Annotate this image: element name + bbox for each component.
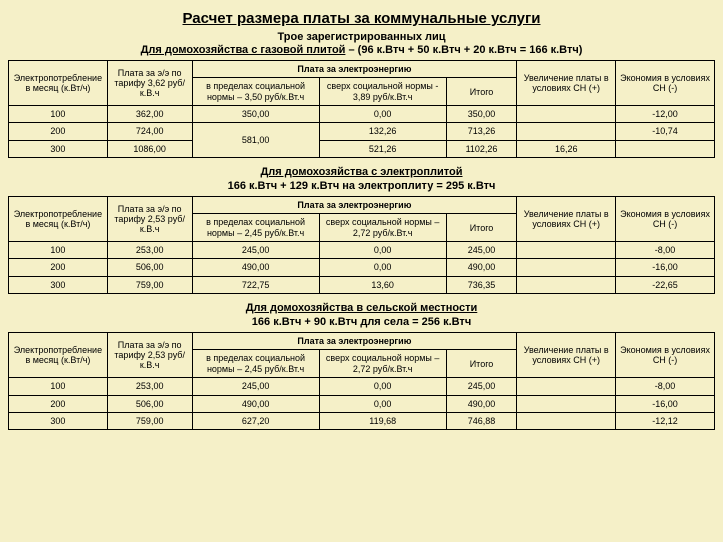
- hdr-tariff: Плата за э/э по тарифу 3,62 руб/к.В.ч: [107, 61, 192, 106]
- hdr-consumption: Электропотребление в месяц (к.Вт/ч): [9, 197, 108, 242]
- page-title: Расчет размера платы за коммунальные усл…: [8, 10, 715, 27]
- hdr-payment: Плата за электроэнергию: [192, 61, 517, 78]
- table-electric: Электропотребление в месяц (к.Вт/ч) Плат…: [8, 196, 715, 294]
- hdr-total: Итого: [446, 214, 517, 242]
- table-row: 200506,00490,000,00490,00-16,00: [9, 395, 715, 412]
- hdr-consumption: Электропотребление в месяц (к.Вт/ч): [9, 61, 108, 106]
- hdr-saving: Экономия в условиях СН (-): [616, 333, 715, 378]
- persons-line: Трое зарегистрированных лиц: [8, 31, 715, 43]
- hdr-increase: Увеличение платы в условиях СН (+): [517, 61, 616, 106]
- section3-title: Для домохозяйства в сельской местности: [8, 302, 715, 314]
- hdr-total: Итого: [446, 350, 517, 378]
- table-row: 100253,00245,000,00245,00-8,00: [9, 378, 715, 395]
- hdr-within: в пределах социальной нормы – 3,50 руб/к…: [192, 78, 319, 106]
- hdr-consumption: Электропотребление в месяц (к.Вт/ч): [9, 333, 108, 378]
- section1-title: Для домохозяйства с газовой плитой – (96…: [8, 44, 715, 56]
- hdr-total: Итого: [446, 78, 517, 106]
- table-row: 100253,00245,000,00245,00-8,00: [9, 242, 715, 259]
- hdr-saving: Экономия в условиях СН (-): [616, 197, 715, 242]
- hdr-within: в пределах социальной нормы – 2,45 руб/к…: [192, 350, 319, 378]
- hdr-tariff: Плата за э/э по тарифу 2,53 руб/к.В.ч: [107, 333, 192, 378]
- table-row: 300759,00722,7513,60736,35-22,65: [9, 276, 715, 293]
- hdr-payment: Плата за электроэнергию: [192, 333, 517, 350]
- hdr-increase: Увеличение платы в условиях СН (+): [517, 197, 616, 242]
- section3-subtitle: 166 к.Втч + 90 к.Втч для села = 256 к.Вт…: [8, 316, 715, 328]
- hdr-saving: Экономия в условиях СН (-): [616, 61, 715, 106]
- hdr-increase: Увеличение платы в условиях СН (+): [517, 333, 616, 378]
- hdr-over: сверх социальной нормы - 3,89 руб/к.Вт.ч: [319, 78, 446, 106]
- hdr-tariff: Плата за э/э по тарифу 2,53 руб/к.В.ч: [107, 197, 192, 242]
- hdr-over: сверх социальной нормы – 2,72 руб/к.Вт.ч: [319, 214, 446, 242]
- section2-title: Для домохозяйства с электроплитой: [8, 166, 715, 178]
- table-gas: Электропотребление в месяц (к.Вт/ч) Плат…: [8, 60, 715, 158]
- table-row: 200506,00490,000,00490,00-16,00: [9, 259, 715, 276]
- table-row: 100362,00350,000,00350,00-12,00: [9, 106, 715, 123]
- hdr-payment: Плата за электроэнергию: [192, 197, 517, 214]
- hdr-within: в пределах социальной нормы – 2,45 руб/к…: [192, 214, 319, 242]
- table-row: 200724,00581,00132,26713,26-10,74: [9, 123, 715, 140]
- table-rural: Электропотребление в месяц (к.Вт/ч) Плат…: [8, 332, 715, 430]
- hdr-over: сверх социальной нормы – 2,72 руб/к.Вт.ч: [319, 350, 446, 378]
- table-row: 3001086,00521,261102,2616,26: [9, 140, 715, 157]
- section2-subtitle: 166 к.Втч + 129 к.Втч на электроплиту = …: [8, 180, 715, 192]
- table-row: 300759,00627,20119,68746,88-12,12: [9, 412, 715, 429]
